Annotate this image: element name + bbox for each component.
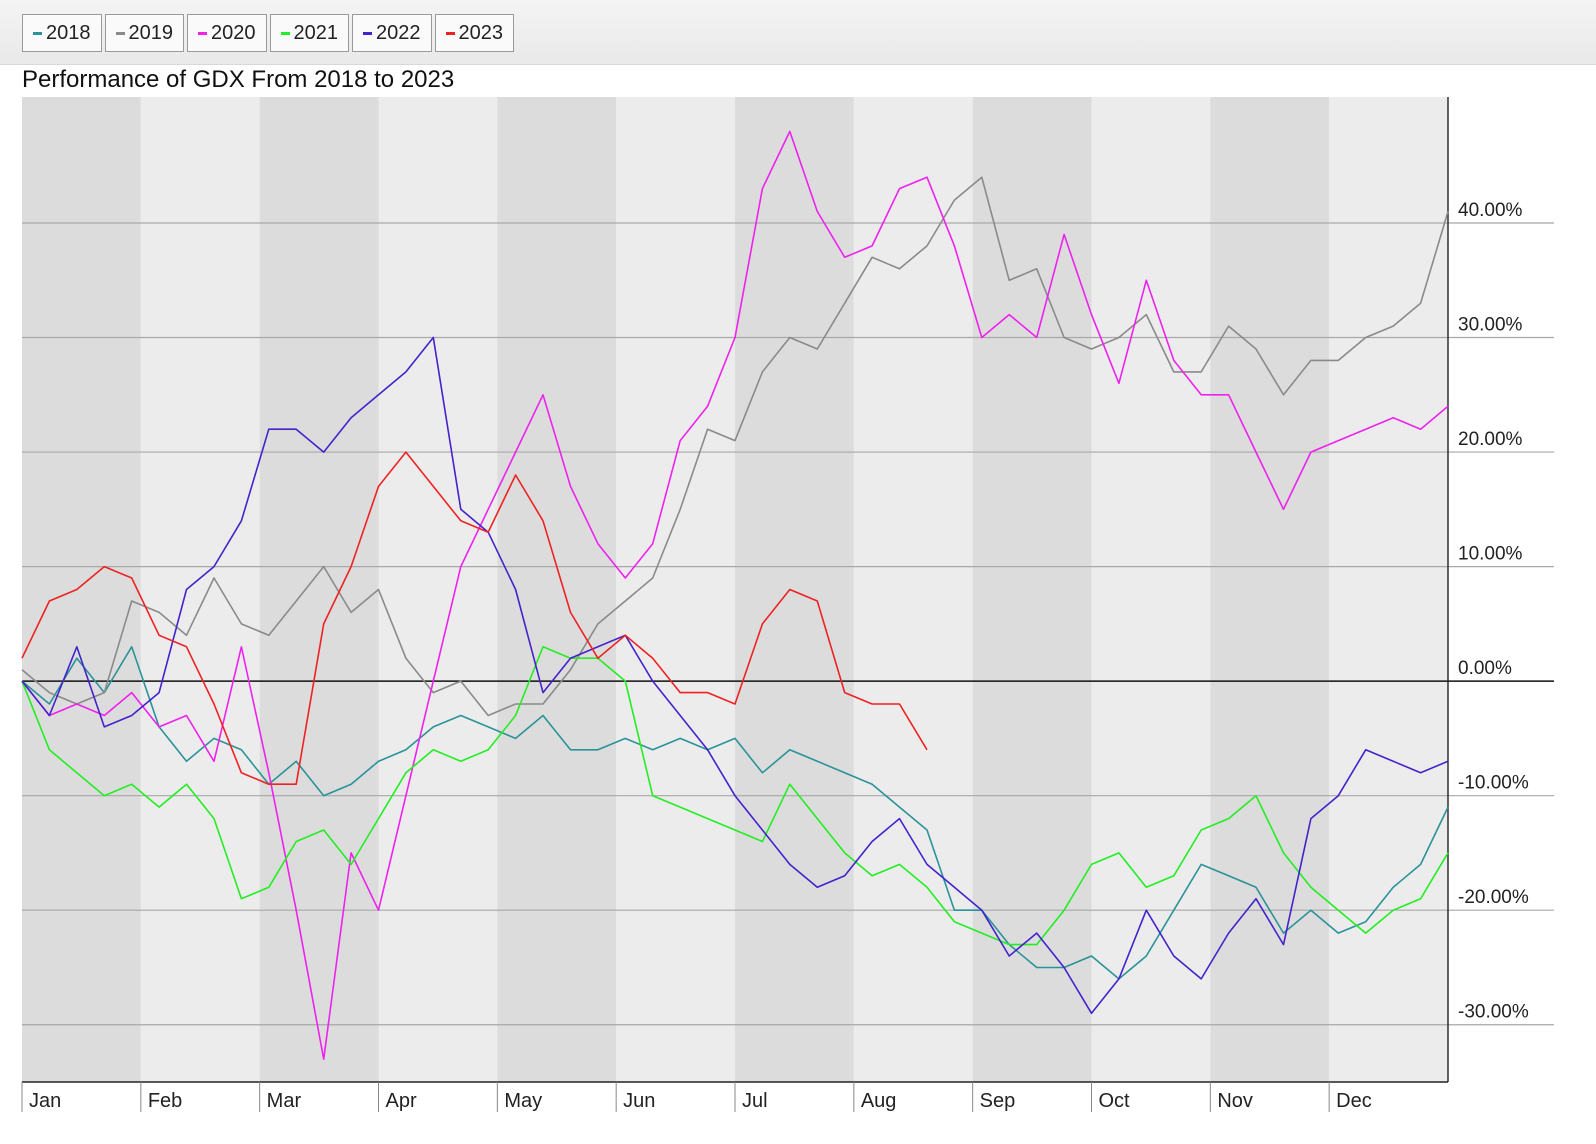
- x-tick-label: Nov: [1217, 1090, 1253, 1112]
- legend-toggle-2018[interactable]: 2018: [22, 14, 102, 52]
- legend-swatch: [280, 31, 290, 35]
- month-band: [22, 97, 141, 1082]
- y-tick-label: 40.00%: [1458, 200, 1523, 221]
- month-band: [1210, 97, 1330, 1082]
- x-tick-label: Apr: [386, 1090, 417, 1112]
- legend-toolbar: 2018 2019 2020 2021 2022 2023: [0, 0, 1596, 65]
- month-band: [378, 97, 498, 1082]
- series-line-2020: [21, 130, 1449, 1060]
- y-tick-label: 0.00%: [1458, 658, 1512, 679]
- month-band: [497, 97, 617, 1082]
- x-tick-label: Sep: [980, 1090, 1016, 1112]
- x-tick-label: Aug: [861, 1090, 897, 1112]
- legend-label: 2022: [376, 21, 421, 44]
- x-tick-label: Mar: [267, 1090, 302, 1112]
- legend-toggle-2021[interactable]: 2021: [269, 14, 349, 52]
- legend-swatch: [363, 31, 372, 35]
- x-tick-label: Feb: [148, 1090, 182, 1112]
- month-band: [1091, 97, 1211, 1082]
- series-line-2023: [21, 451, 928, 786]
- x-tick-label: May: [504, 1090, 542, 1112]
- x-tick-label: Jul: [742, 1090, 768, 1112]
- month-band: [972, 97, 1092, 1082]
- y-tick-label: 20.00%: [1458, 429, 1523, 450]
- legend-label: 2021: [293, 21, 339, 44]
- chart-title: Performance of GDX From 2018 to 2023: [22, 66, 455, 93]
- y-tick-label: -10.00%: [1458, 773, 1529, 794]
- series-line-2018: [21, 645, 1449, 980]
- month-band: [616, 97, 735, 1082]
- legend-swatch: [445, 31, 455, 35]
- month-band: [259, 97, 379, 1082]
- x-tick-label: Dec: [1336, 1090, 1372, 1112]
- y-tick-label: 10.00%: [1458, 544, 1523, 565]
- month-band: [140, 97, 260, 1082]
- legend-label: 2018: [46, 21, 91, 44]
- legend: 2018 2019 2020 2021 2022 2023: [22, 14, 514, 52]
- legend-label: 2019: [128, 21, 174, 44]
- series-line-2022: [21, 336, 1449, 1015]
- y-tick-label: 30.00%: [1458, 315, 1523, 336]
- x-tick-label: Jan: [29, 1090, 61, 1112]
- legend-swatch: [115, 31, 125, 35]
- series-line-2021: [21, 645, 1449, 946]
- month-band: [853, 97, 973, 1082]
- y-tick-label: -20.00%: [1458, 887, 1529, 908]
- y-tick-label: -30.00%: [1458, 1002, 1529, 1023]
- legend-label: 2023: [458, 21, 504, 44]
- x-tick-label: Jun: [623, 1090, 655, 1112]
- legend-toggle-2020[interactable]: 2020: [187, 14, 267, 52]
- legend-toggle-2022[interactable]: 2022: [352, 14, 432, 52]
- legend-swatch: [198, 31, 207, 35]
- legend-toggle-2019[interactable]: 2019: [104, 14, 184, 52]
- month-band: [735, 97, 854, 1082]
- series-line-2019: [21, 176, 1449, 717]
- legend-label: 2020: [211, 21, 256, 44]
- x-tick-label: Oct: [1099, 1090, 1131, 1112]
- legend-swatch: [33, 31, 42, 35]
- month-band: [1329, 97, 1448, 1082]
- legend-toggle-2023[interactable]: 2023: [434, 14, 514, 52]
